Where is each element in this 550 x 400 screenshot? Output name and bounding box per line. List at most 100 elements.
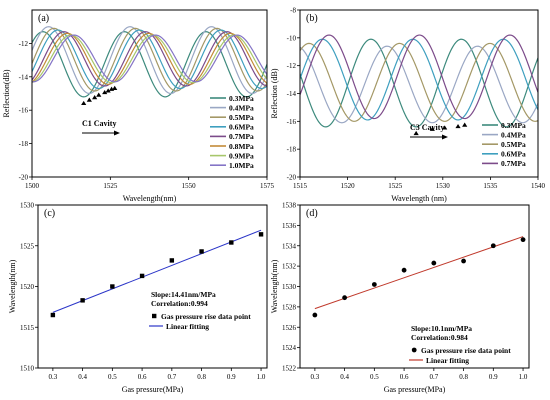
- x-tick-label: 1530: [436, 182, 451, 190]
- legend-entry: 0.7MPa: [501, 159, 526, 168]
- data-point: [312, 312, 318, 318]
- legend-entry: 0.6MPa: [501, 150, 526, 159]
- dip-marker: [413, 130, 419, 136]
- data-point: [50, 312, 56, 318]
- y-tick-label: -12: [287, 62, 297, 70]
- legend-entry: 0.5MPa: [229, 113, 254, 122]
- dip-marker: [92, 94, 98, 100]
- data-point: [342, 295, 348, 301]
- x-tick-label: 1.0: [519, 373, 528, 381]
- dip-marker: [105, 88, 111, 93]
- x-tick-label: 0.8: [197, 373, 206, 381]
- legend-entry: Linear fitting: [166, 322, 209, 331]
- x-tick-label: 1575: [260, 182, 275, 190]
- y-axis-label: Wavelength(nm): [270, 259, 279, 313]
- y-tick-label: 1522: [282, 365, 297, 373]
- data-point: [490, 243, 496, 249]
- y-tick-label: -14: [19, 73, 29, 81]
- x-tick-label: 0.5: [370, 373, 379, 381]
- x-tick-label: 0.9: [227, 373, 236, 381]
- data-point: [461, 258, 466, 264]
- panel-label: (c): [44, 208, 55, 219]
- series-line: [300, 38, 538, 128]
- x-tick-label: 1.0: [257, 373, 266, 381]
- chart-b: 1515 1520 1525 1530 1535 1540 -20 -18 -16 -14 -12 -…: [270, 7, 546, 204]
- x-tick-label: 1525: [103, 182, 118, 190]
- x-tick-label: 0.5: [108, 373, 117, 381]
- y-tick-label: -18: [19, 140, 29, 148]
- y-tick-label: 1510: [20, 365, 35, 373]
- data-point: [371, 282, 377, 287]
- x-tick-label: 1520: [341, 182, 356, 190]
- dip-marker: [455, 123, 461, 129]
- series-line: [300, 42, 538, 122]
- x-tick-label: 1540: [531, 182, 546, 190]
- legend-entry: Linear fitting: [426, 356, 469, 365]
- legend-entry: 0.4MPa: [501, 130, 526, 139]
- legend-entry: 0.3MPa: [229, 94, 254, 103]
- y-tick-label: -10: [287, 34, 297, 42]
- dip-marker: [462, 122, 468, 127]
- legend-entry: 0.4MPa: [229, 103, 254, 112]
- cavity-annotation: C3 Cavity: [410, 123, 444, 132]
- x-tick-label: 0.6: [400, 373, 409, 381]
- plot-frame: [299, 204, 530, 369]
- y-tick-label: 1526: [282, 324, 297, 332]
- chart-c: 0.3 0.4 0.5 0.6 0.7 0.8 0.9 1.0 1510 1515 1520 1525…: [8, 202, 268, 394]
- y-tick-label: -8: [290, 7, 296, 15]
- legend-entry: 1.0MPa: [229, 161, 254, 170]
- legend-entry: 0.7MPa: [229, 132, 254, 141]
- dip-marker: [86, 97, 92, 102]
- series-line: [32, 34, 267, 83]
- y-tick-label: 1525: [20, 242, 35, 250]
- legend-entry: 0.9MPa: [229, 151, 254, 160]
- y-tick-label: 1532: [282, 263, 297, 271]
- y-tick-label: -16: [19, 107, 29, 115]
- plot-frame: [31, 9, 268, 178]
- series-line: [300, 34, 538, 120]
- legend-entry: Gas pressure rise data point: [421, 346, 511, 355]
- dip-marker: [429, 126, 435, 131]
- x-tick-label: 0.8: [459, 373, 468, 381]
- chart-a: 1500 1525 1550 1575 -20 -18 -16 -14 -12 Wavelengt…: [2, 9, 275, 203]
- x-tick-label: 0.6: [138, 373, 147, 381]
- y-tick-label: -14: [287, 90, 297, 98]
- series-line: [300, 38, 538, 121]
- y-tick-label: 1520: [20, 283, 35, 291]
- x-tick-label: 0.4: [78, 373, 87, 381]
- x-tick-label: 1525: [388, 182, 403, 190]
- x-tick-label: 1500: [25, 182, 40, 190]
- fit-annotation: Slope:14.41nm/MPa: [151, 290, 216, 299]
- legend-entry: 0.6MPa: [229, 123, 254, 132]
- series-line: [32, 32, 267, 85]
- data-point: [520, 237, 526, 243]
- y-tick-label: 1538: [282, 202, 297, 210]
- y-axis-label: Reflection(dB): [2, 69, 11, 117]
- annotation-arrow-head: [114, 130, 120, 136]
- x-tick-label: 0.7: [429, 373, 438, 381]
- x-tick-label: 0.3: [48, 373, 57, 381]
- legend-entry: 0.3MPa: [501, 121, 526, 130]
- x-tick-label: 0.4: [340, 373, 349, 381]
- dip-marker: [442, 125, 448, 130]
- x-tick-label: 1515: [293, 182, 308, 190]
- series-line: [32, 26, 267, 95]
- y-axis-label: Wavelength(nm): [8, 259, 17, 313]
- data-point: [401, 267, 407, 273]
- plot-frame: [37, 204, 268, 369]
- x-tick-label: 0.3: [310, 373, 319, 381]
- data-point: [229, 240, 234, 245]
- y-tick-label: 1515: [20, 324, 35, 332]
- fit-annotation: Correlation:0.984: [411, 333, 468, 342]
- y-tick-label: 1536: [282, 222, 297, 230]
- x-tick-label: 0.7: [167, 373, 176, 381]
- legend-entry: 0.8MPa: [229, 142, 254, 151]
- data-point: [199, 249, 204, 254]
- legend-marker: [152, 313, 157, 319]
- plot-frame: [299, 9, 539, 178]
- x-axis-label: Gas pressure(MPa): [122, 385, 184, 394]
- dip-marker: [102, 89, 108, 95]
- fit-annotation: Correlation:0.994: [151, 299, 208, 308]
